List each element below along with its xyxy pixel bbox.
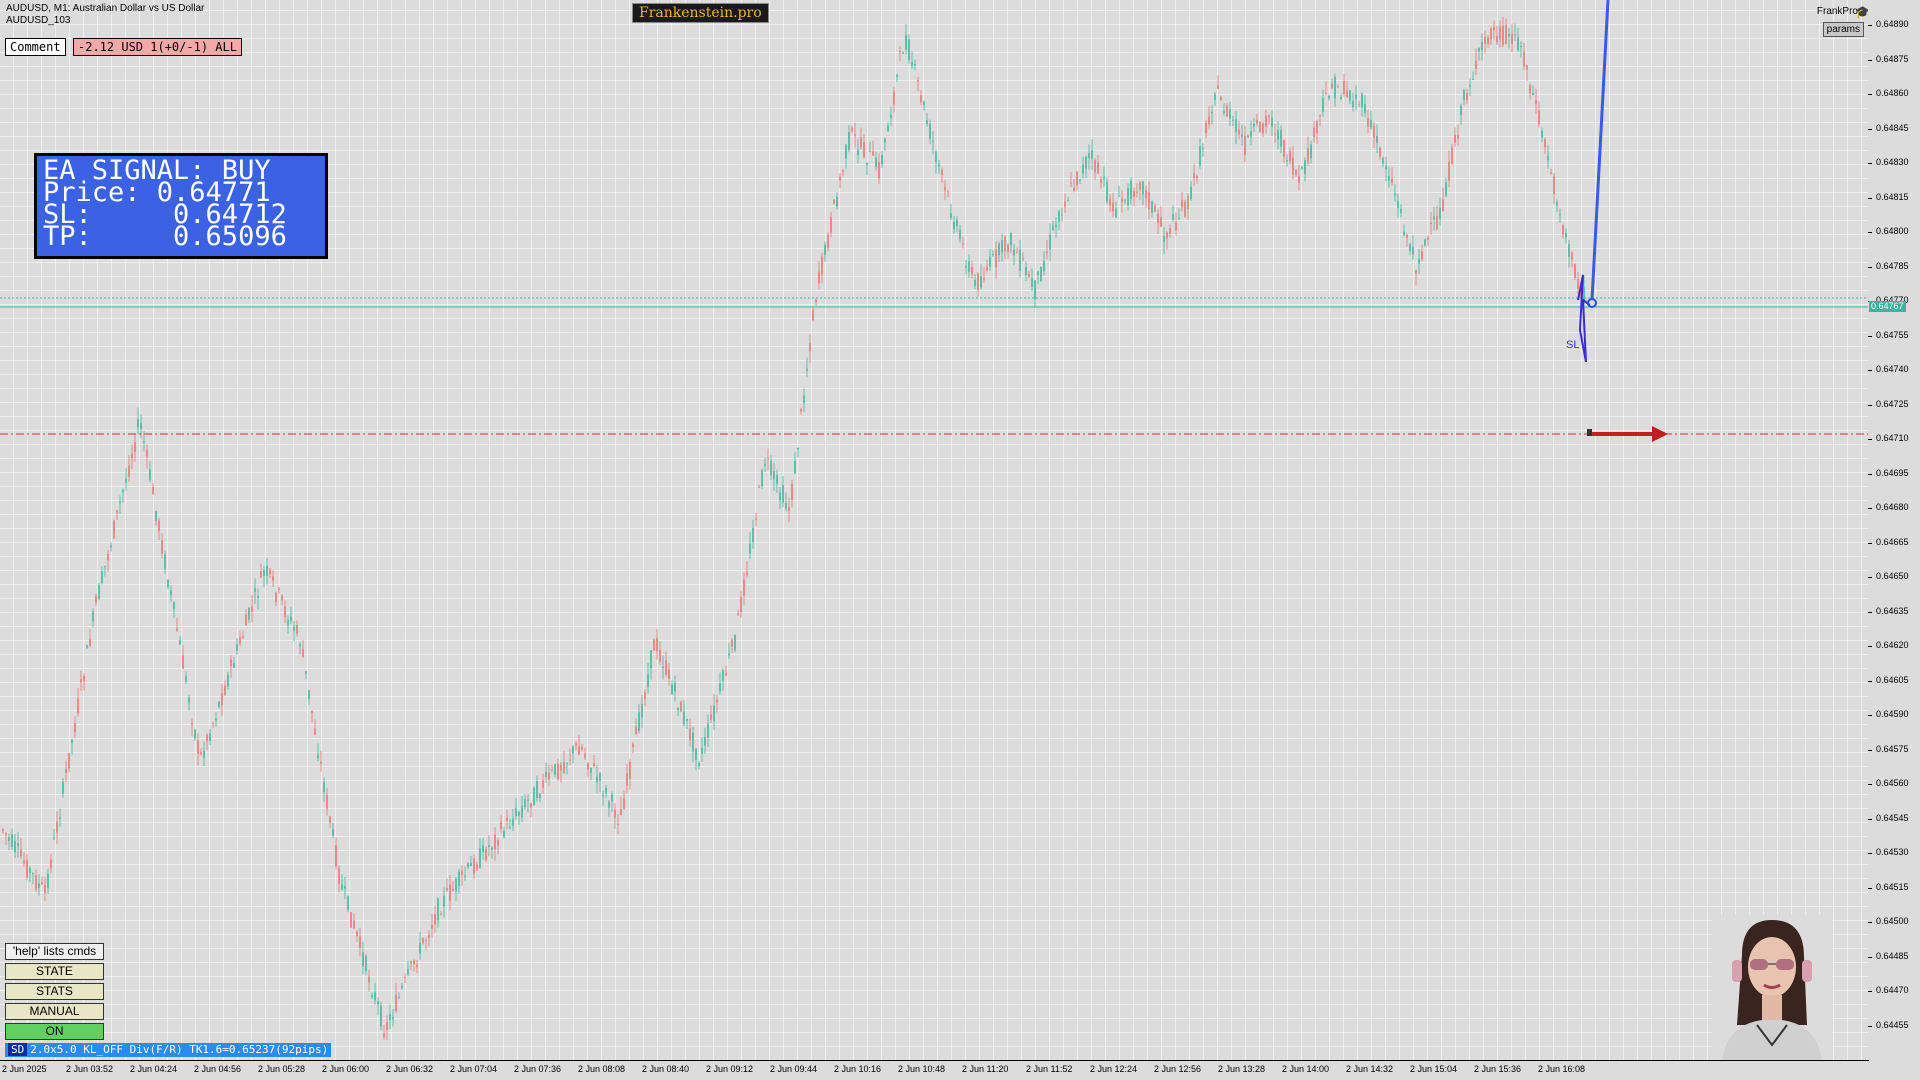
price-tick-label: 0.64785 [1868,260,1909,271]
status-bar: SD 2.0x5.0 KL_OFF Div(F/R) TK1.6=0.65237(… [5,1043,332,1057]
price-tick-label: 0.64755 [1868,329,1909,340]
price-tick-label: 0.64695 [1868,467,1909,478]
time-tick-label: 2 Jun 12:24 [1090,1064,1138,1074]
time-tick-label: 2 Jun 2025 [2,1064,47,1074]
sl-point-marker [1587,429,1592,436]
price-tick-label: 0.64725 [1868,398,1909,409]
price-tick-label: 0.64800 [1868,226,1909,236]
time-tick-label: 2 Jun 07:04 [450,1064,498,1074]
price-tick-label: 0.64635 [1868,605,1909,616]
zigzag-marker [1577,274,1591,363]
frankpro-label: FrankPro [1816,6,1858,17]
price-tick-label: 0.64620 [1868,640,1909,650]
stats-button[interactable]: STATS [5,983,104,1000]
price-tick-label: 0.64470 [1868,985,1909,995]
time-tick-label: 2 Jun 14:32 [1346,1064,1394,1074]
pnl-label: -2.12 USD 1(+0/-1) ALL [73,38,242,56]
price-tick-label: 0.64500 [1868,916,1909,926]
time-tick-label: 2 Jun 09:12 [706,1064,754,1074]
sd-badge: SD [8,1043,28,1056]
time-tick-label: 2 Jun 16:08 [1538,1064,1586,1074]
price-chart: SL [0,0,1868,1040]
signal-sl: SL: 0.64712 [43,199,287,230]
params-button[interactable]: params [1822,22,1864,37]
avatar [1712,915,1832,1060]
time-tick-label: 2 Jun 14:00 [1282,1064,1330,1074]
time-tick-label: 2 Jun 06:32 [386,1064,434,1074]
time-tick-label: 2 Jun 07:36 [514,1064,562,1074]
time-tick-label: 2 Jun 13:28 [1218,1064,1266,1074]
price-tick-label: 0.64680 [1868,502,1909,512]
price-tick-label: 0.64830 [1868,157,1909,167]
account-label: AUDUSD_103 [6,15,71,26]
price-tick-label: 0.64650 [1868,571,1909,581]
price-axis[interactable]: 0.64890 0.64875 0.64860 0.64845 0.64830 0.648… [1868,0,1920,1060]
time-tick-label: 2 Jun 11:20 [962,1064,1009,1074]
price-tick-label: 0.64530 [1868,847,1909,857]
price-tick-label: 0.64590 [1868,709,1909,719]
status-text: 2.0x5.0 KL_OFF Div(F/R) TK1.6=0.65237(92… [30,1043,329,1056]
candles-group [2,16,1585,1040]
price-tick-label: 0.64560 [1868,778,1909,788]
signal-price: Price: 0.64771 [43,177,271,208]
time-tick-label: 2 Jun 05:28 [258,1064,306,1074]
price-tick-label: 0.64485 [1868,950,1909,961]
signal-line: EA SIGNAL: BUY [43,155,271,186]
price-tick-label: 0.64845 [1868,122,1909,133]
on-toggle[interactable]: ON [5,1023,104,1040]
sl-marker-label: SL [1566,339,1579,351]
manual-button[interactable]: MANUAL [5,1003,104,1020]
sl-arrow-head-icon [1652,426,1668,442]
time-tick-label: 2 Jun 11:52 [1026,1064,1073,1074]
time-tick-label: 2 Jun 15:36 [1474,1064,1522,1074]
price-tick-label: 0.64875 [1868,53,1909,64]
price-tick-label: 0.64575 [1868,743,1909,754]
price-tick-label: 0.64815 [1868,191,1909,202]
entry-marker-icon [1587,298,1597,308]
state-button[interactable]: STATE [5,963,104,980]
time-tick-label: 2 Jun 12:56 [1154,1064,1202,1074]
current-price-tag: 0.64767 [1869,301,1906,312]
time-tick-label: 2 Jun 15:04 [1410,1064,1458,1074]
time-tick-label: 2 Jun 09:44 [770,1064,818,1074]
time-tick-label: 2 Jun 08:08 [578,1064,626,1074]
price-tick-label: 0.64740 [1868,364,1909,374]
help-button[interactable]: 'help' lists cmds [5,943,104,960]
price-tick-label: 0.64545 [1868,812,1909,823]
graduation-cap-icon: 🎓 [1855,5,1870,19]
price-tick-label: 0.64515 [1868,881,1909,892]
forecast-line [1590,0,1610,301]
price-tick-label: 0.64710 [1868,433,1909,443]
brand-label: Frankenstein.pro [632,3,769,23]
price-tick-label: 0.64455 [1868,1019,1909,1030]
time-tick-label: 2 Jun 06:00 [322,1064,370,1074]
ea-signal-panel: EA SIGNAL: BUY Price: 0.64771 SL: 0.6471… [34,153,328,259]
price-tick-label: 0.64665 [1868,536,1909,547]
time-tick-label: 2 Jun 04:56 [194,1064,242,1074]
price-tick-label: 0.64860 [1868,88,1909,98]
time-axis[interactable]: 2 Jun 2025 2 Jun 03:52 2 Jun 04:24 2 Jun 04… [0,1061,1868,1080]
signal-tp: TP: 0.65096 [43,221,287,252]
time-tick-label: 2 Jun 03:52 [66,1064,114,1074]
time-tick-label: 2 Jun 04:24 [130,1064,178,1074]
price-tick-label: 0.64890 [1868,19,1909,29]
time-tick-label: 2 Jun 10:16 [834,1064,882,1074]
symbol-title: AUDUSD, M1: Australian Dollar vs US Doll… [6,3,205,14]
price-tick-label: 0.64605 [1868,674,1909,685]
time-tick-label: 2 Jun 08:40 [642,1064,690,1074]
comment-button[interactable]: Comment [5,38,66,56]
time-tick-label: 2 Jun 10:48 [898,1064,946,1074]
